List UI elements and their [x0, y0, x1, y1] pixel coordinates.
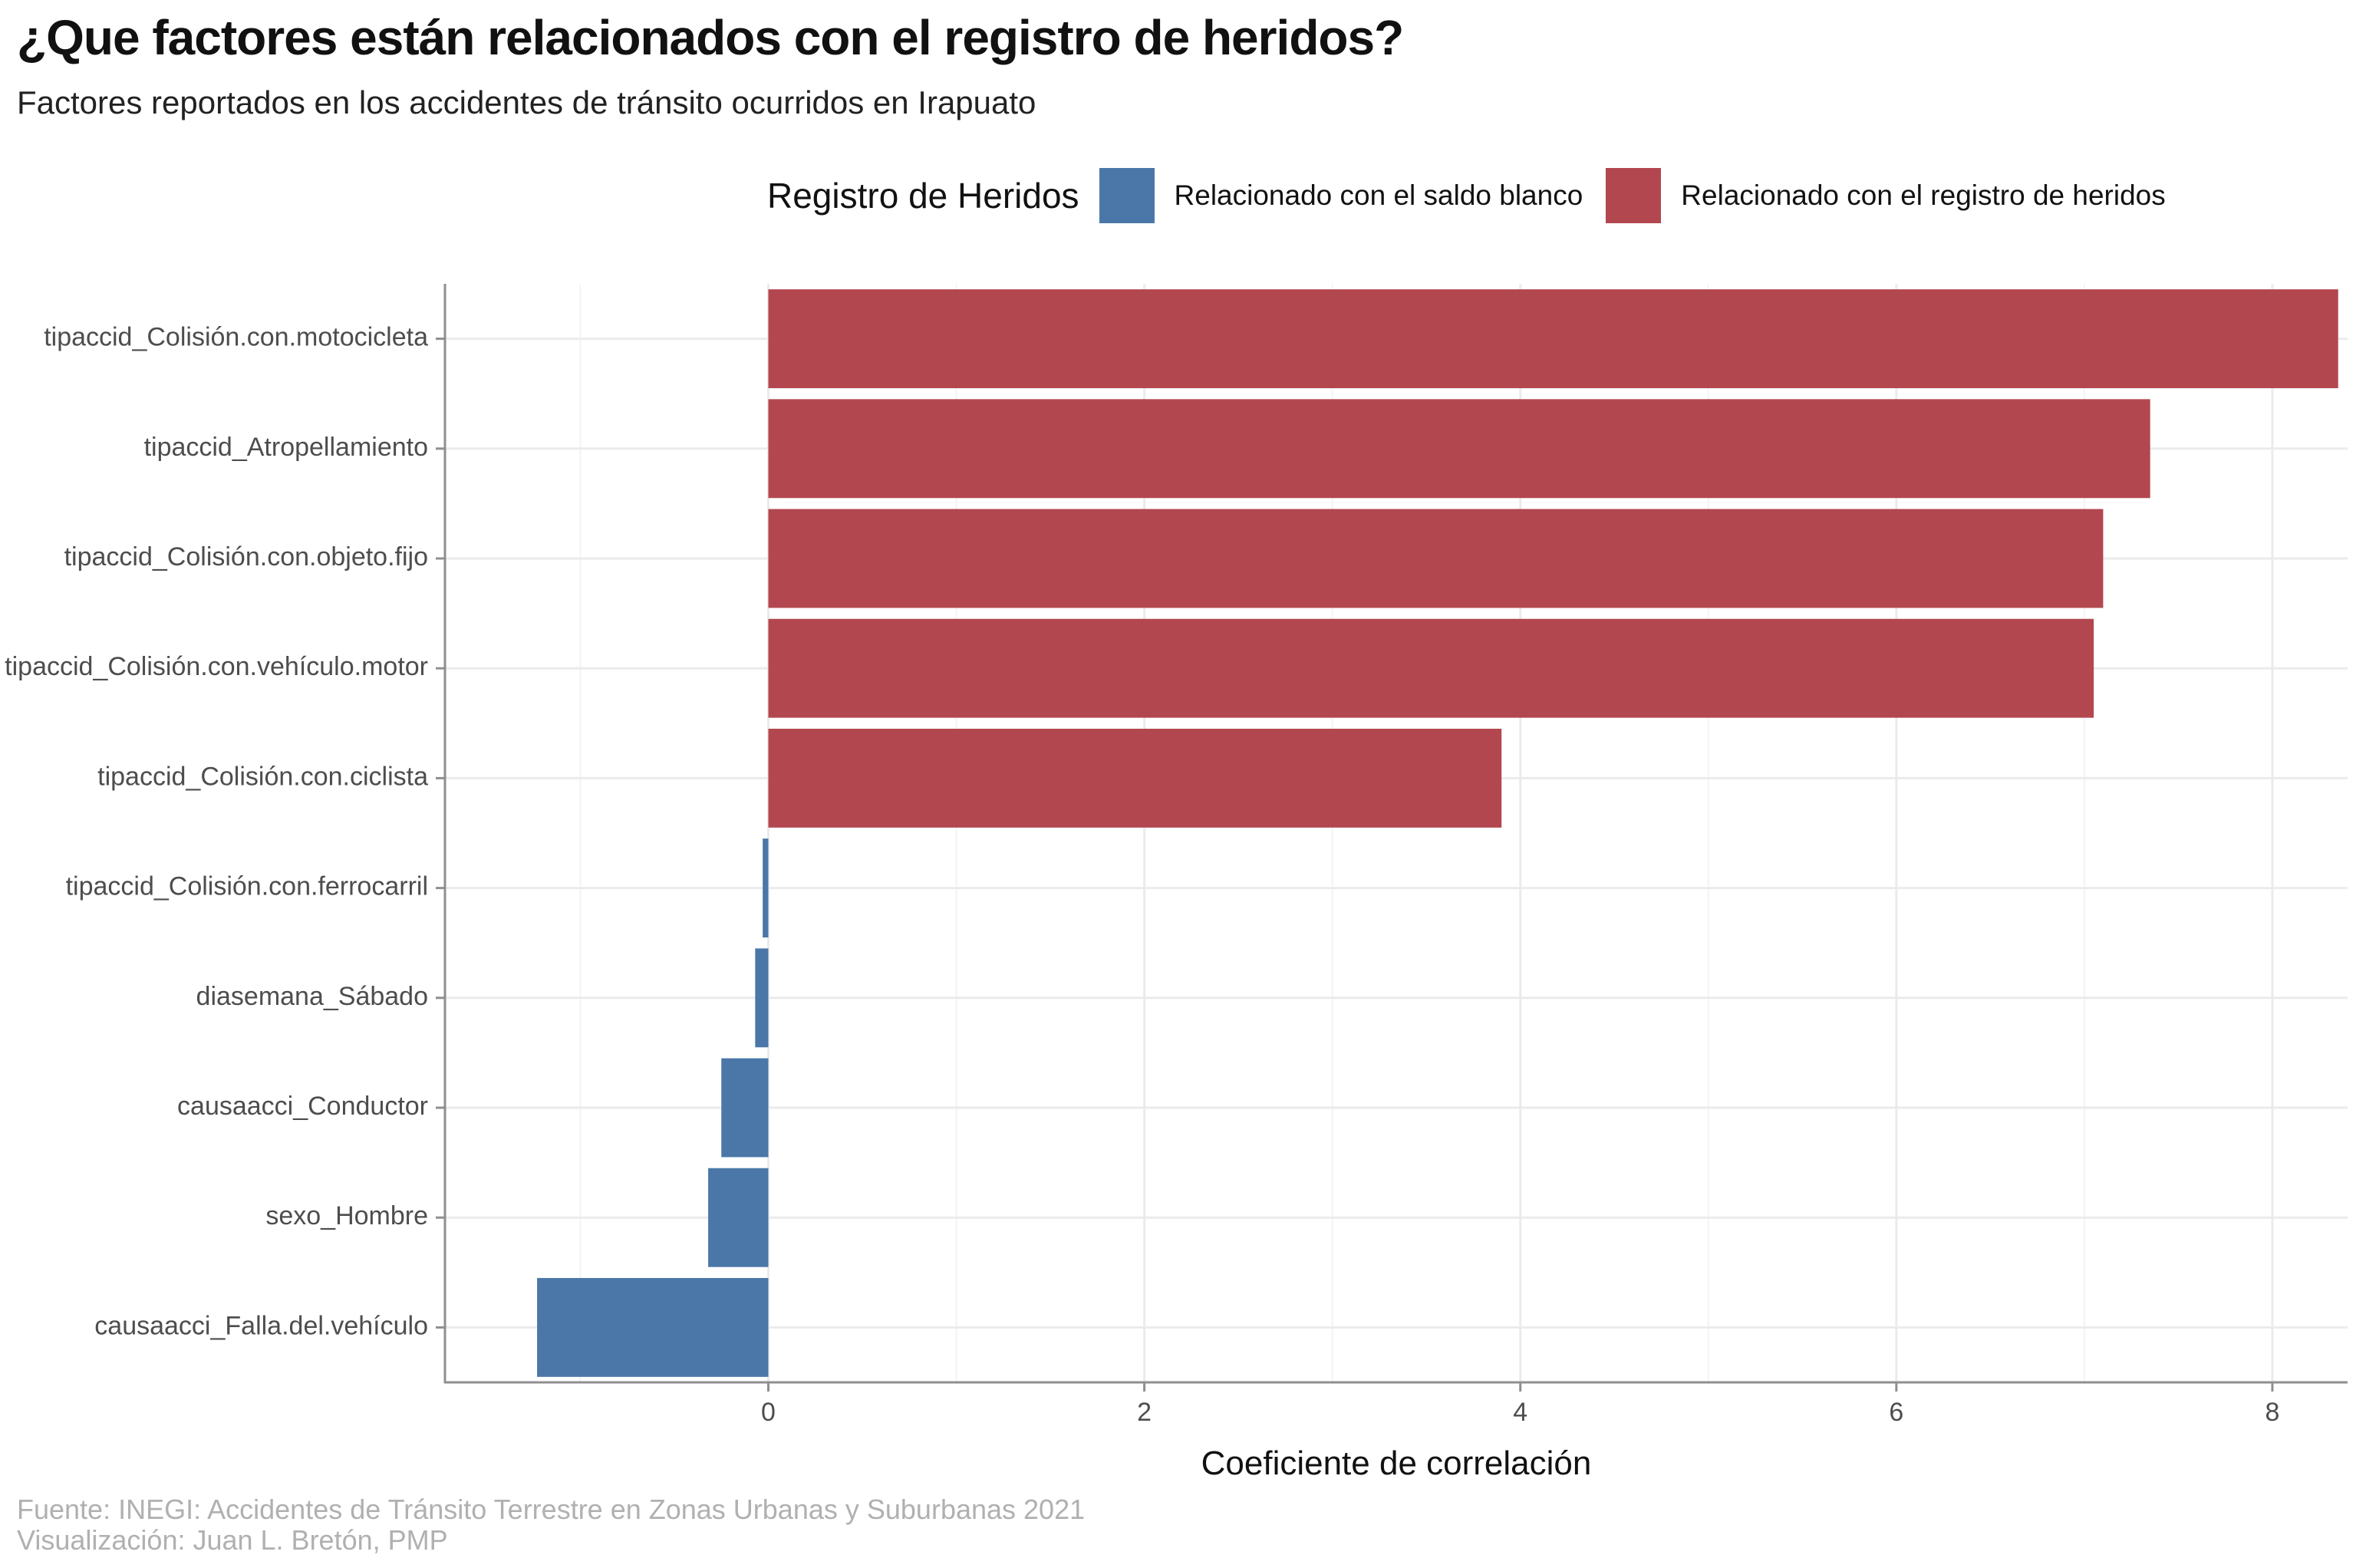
legend: Registro de Heridos Relacionado con el s…: [767, 167, 2189, 224]
caption-source: Fuente: INEGI: Accidentes de Tránsito Te…: [17, 1494, 1086, 1525]
bar: [708, 1168, 769, 1267]
legend-key-saldo-blanco: [1099, 168, 1155, 223]
x-tick-label: 0: [761, 1398, 776, 1427]
bar: [763, 838, 769, 938]
bar: [537, 1277, 769, 1377]
caption-credit: Visualización: Juan L. Bretón, PMP: [17, 1524, 448, 1556]
bar: [768, 728, 1502, 828]
bar: [721, 1058, 769, 1158]
y-tick-label: diasemana_Sábado: [196, 982, 428, 1011]
bar: [768, 618, 2094, 718]
chart-subtitle: Factores reportados en los accidentes de…: [17, 84, 1036, 120]
bar: [768, 509, 2104, 608]
y-tick-label: tipaccid_Colisión.con.objeto.fijo: [64, 542, 428, 572]
legend-label-saldo-blanco: Relacionado con el saldo blanco: [1174, 180, 1583, 211]
y-tick-label: tipaccid_Colisión.con.motocicleta: [44, 323, 428, 352]
bar: [768, 399, 2150, 499]
legend-key-registro-heridos: [1606, 168, 1662, 223]
y-tick-label: sexo_Hombre: [265, 1201, 428, 1230]
chart-title: ¿Que factores están relacionados con el …: [17, 10, 1404, 65]
y-tick-label: causaacci_Falla.del.vehículo: [94, 1311, 428, 1340]
y-tick-label: causaacci_Conductor: [177, 1092, 428, 1121]
caption: Fuente: INEGI: Accidentes de Tránsito Te…: [17, 1494, 1085, 1556]
x-tick-label: 2: [1137, 1398, 1152, 1427]
x-tick-label: 6: [1889, 1398, 1903, 1427]
x-tick-label: 4: [1513, 1398, 1527, 1427]
bar-chart: tipaccid_Colisión.con.motocicletatipacci…: [5, 284, 2348, 1482]
bar: [755, 948, 769, 1048]
y-tick-label: tipaccid_Colisión.con.ciclista: [97, 762, 428, 791]
y-tick-label: tipaccid_Colisión.con.vehículo.motor: [5, 652, 428, 681]
x-axis-title: Coeficiente de correlación: [1201, 1444, 1592, 1482]
x-tick-label: 8: [2265, 1398, 2280, 1427]
bar: [768, 289, 2338, 389]
y-tick-label: tipaccid_Colisión.con.ferrocarril: [66, 872, 428, 901]
legend-title: Registro de Heridos: [767, 176, 1079, 216]
y-tick-label: tipaccid_Atropellamiento: [144, 433, 428, 462]
legend-label-registro-heridos: Relacionado con el registro de heridos: [1681, 180, 2166, 211]
